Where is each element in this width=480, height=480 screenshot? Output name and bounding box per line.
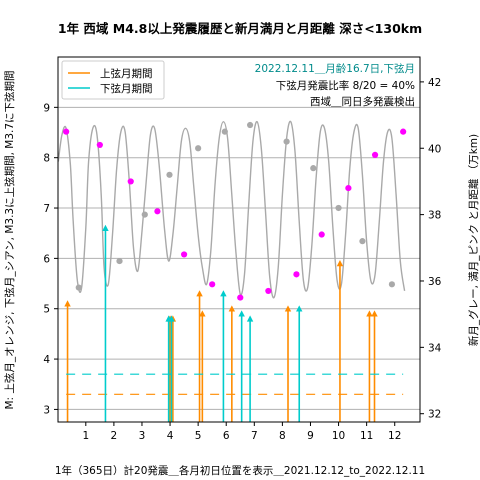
full-moon-point bbox=[293, 271, 300, 278]
quake-marker-first-quarter bbox=[371, 310, 378, 317]
new-moon-point bbox=[283, 138, 290, 145]
y-tick-left-label: 8 bbox=[43, 153, 50, 165]
moon-phase-series bbox=[63, 121, 407, 301]
plot-frame bbox=[57, 56, 421, 423]
annotation-region: 西域＿同日多発震検出 bbox=[310, 95, 415, 108]
new-moon-point bbox=[195, 145, 202, 152]
new-moon-point bbox=[310, 165, 317, 172]
legend-label-last-quarter: 下弦月期間 bbox=[100, 82, 153, 95]
full-moon-point bbox=[371, 151, 379, 158]
y-tick-left-label: 5 bbox=[43, 304, 50, 316]
quake-marker-last-quarter bbox=[246, 315, 254, 322]
full-moon-point bbox=[127, 178, 134, 185]
x-tick-label: 8 bbox=[279, 430, 286, 442]
quake-marker-first-quarter bbox=[199, 310, 206, 317]
x-tick-label: 6 bbox=[223, 430, 230, 442]
new-moon-point bbox=[166, 171, 173, 178]
quake-marker-last-quarter bbox=[238, 310, 245, 317]
x-tick-label: 9 bbox=[307, 430, 314, 442]
full-moon-point bbox=[237, 294, 244, 301]
x-tick-label: 5 bbox=[195, 430, 202, 442]
y-tick-left-label: 3 bbox=[43, 404, 50, 416]
quake-marker-last-quarter bbox=[296, 305, 303, 312]
new-moon-point bbox=[221, 128, 228, 135]
new-moon-point bbox=[75, 284, 82, 291]
x-axis-ticks: 1 2 3 4 5 6 7 8 9 10 11 12 bbox=[82, 422, 401, 442]
annotation-date: 2022.12.11＿月齢16.7日,下弦月 bbox=[255, 62, 415, 75]
quake-marker-first-quarter bbox=[284, 305, 292, 312]
y-tick-left-label: 9 bbox=[43, 102, 50, 114]
y-tick-right-label: 34 bbox=[428, 342, 442, 354]
y-axis-left-ticks: 3 4 5 6 7 8 9 bbox=[43, 102, 58, 416]
legend-box bbox=[61, 60, 165, 100]
y-tick-right-label: 38 bbox=[428, 210, 441, 222]
y-axis-right-ticks: 32 34 36 38 40 42 bbox=[420, 77, 442, 421]
x-tick-label: 10 bbox=[332, 430, 345, 442]
x-tick-label: 2 bbox=[111, 430, 118, 442]
full-moon-point bbox=[400, 128, 407, 135]
x-tick-label: 1 bbox=[82, 430, 89, 442]
full-moon-point bbox=[265, 287, 272, 295]
legend-label-first-quarter: 上弦月期間 bbox=[100, 67, 153, 80]
quake-marker-first-quarter bbox=[336, 260, 344, 267]
new-moon-point bbox=[335, 204, 342, 212]
x-axis-label: 1年（365日）計20発震＿各月初日位置を表示＿2021.12.12_to_20… bbox=[55, 464, 425, 477]
x-tick-label: 7 bbox=[251, 430, 258, 442]
annotation-ratio: 下弦月発震比率 8/20 = 40% bbox=[276, 79, 415, 92]
quake-marker-last-quarter bbox=[168, 315, 175, 322]
new-moon-point bbox=[388, 281, 396, 288]
y-tick-right-label: 40 bbox=[428, 143, 441, 155]
full-moon-point bbox=[209, 281, 216, 288]
new-moon-point bbox=[359, 238, 366, 245]
y-tick-left-label: 6 bbox=[43, 253, 50, 265]
y-axis-left-label: M: 上弦月_オレンジ, 下弦月_シアン, M3.3に上弦期間, M3.7に下弦… bbox=[3, 70, 16, 409]
full-moon-point bbox=[318, 231, 325, 238]
quake-marker-first-quarter bbox=[228, 305, 236, 312]
full-moon-point bbox=[154, 208, 161, 215]
quake-marker-first-quarter bbox=[64, 300, 71, 307]
x-tick-label: 4 bbox=[167, 430, 174, 442]
annotations: 2022.12.11＿月齢16.7日,下弦月 下弦月発震比率 8/20 = 40… bbox=[255, 62, 415, 108]
grid bbox=[58, 106, 420, 410]
y-tick-right-label: 42 bbox=[428, 77, 441, 89]
moon-distance-series bbox=[57, 120, 406, 299]
y-tick-right-label: 32 bbox=[428, 409, 441, 421]
x-tick-label: 11 bbox=[360, 430, 373, 442]
full-moon-point bbox=[63, 128, 70, 135]
moon-distance-line bbox=[57, 120, 406, 299]
x-tick-label: 3 bbox=[139, 430, 146, 442]
quake-marker-last-quarter bbox=[220, 290, 227, 297]
full-moon-point bbox=[180, 251, 188, 258]
y-tick-left-label: 7 bbox=[43, 203, 50, 215]
full-moon-point bbox=[345, 184, 352, 192]
full-moon-point bbox=[96, 141, 103, 149]
quake-series bbox=[64, 224, 404, 422]
x-tick-label: 12 bbox=[388, 430, 401, 442]
new-moon-point bbox=[141, 211, 148, 218]
quake-marker-first-quarter bbox=[366, 310, 373, 317]
y-tick-right-label: 36 bbox=[428, 276, 442, 288]
quake-marker-last-quarter bbox=[102, 224, 109, 231]
y-tick-left-label: 4 bbox=[43, 354, 50, 366]
y-axis-right-label: 新月_グレー, 満月_ピンク と月距離 （万km) bbox=[467, 134, 480, 346]
quake-marker-first-quarter bbox=[196, 290, 203, 297]
chart-title: 1年 西域 M4.8以上発震履歴と新月満月と月距離 深さ<130km bbox=[58, 21, 422, 36]
legend: 上弦月期間 下弦月期間 bbox=[61, 60, 165, 100]
new-moon-point bbox=[116, 257, 123, 265]
new-moon-point bbox=[246, 121, 254, 129]
